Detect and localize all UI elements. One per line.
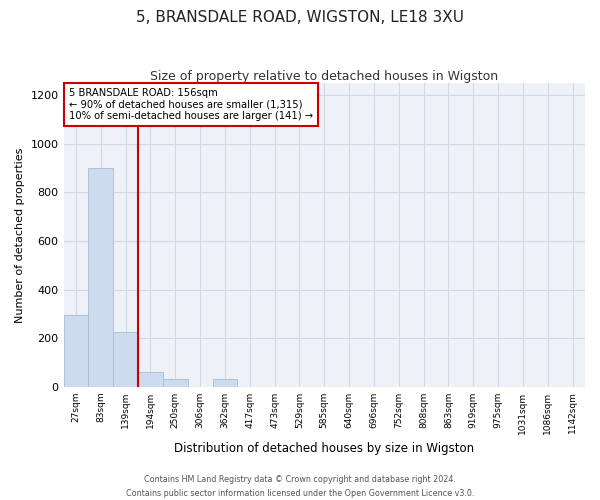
Bar bbox=[163, 380, 188, 386]
X-axis label: Distribution of detached houses by size in Wigston: Distribution of detached houses by size … bbox=[174, 442, 475, 455]
Title: Size of property relative to detached houses in Wigston: Size of property relative to detached ho… bbox=[150, 70, 499, 83]
Text: 5, BRANSDALE ROAD, WIGSTON, LE18 3XU: 5, BRANSDALE ROAD, WIGSTON, LE18 3XU bbox=[136, 10, 464, 25]
Bar bbox=[138, 372, 163, 386]
Bar bbox=[64, 315, 88, 386]
Bar bbox=[212, 380, 238, 386]
Text: Contains HM Land Registry data © Crown copyright and database right 2024.
Contai: Contains HM Land Registry data © Crown c… bbox=[126, 476, 474, 498]
Y-axis label: Number of detached properties: Number of detached properties bbox=[15, 147, 25, 322]
Bar bbox=[113, 332, 138, 386]
Text: 5 BRANSDALE ROAD: 156sqm
← 90% of detached houses are smaller (1,315)
10% of sem: 5 BRANSDALE ROAD: 156sqm ← 90% of detach… bbox=[69, 88, 313, 121]
Bar bbox=[88, 168, 113, 386]
